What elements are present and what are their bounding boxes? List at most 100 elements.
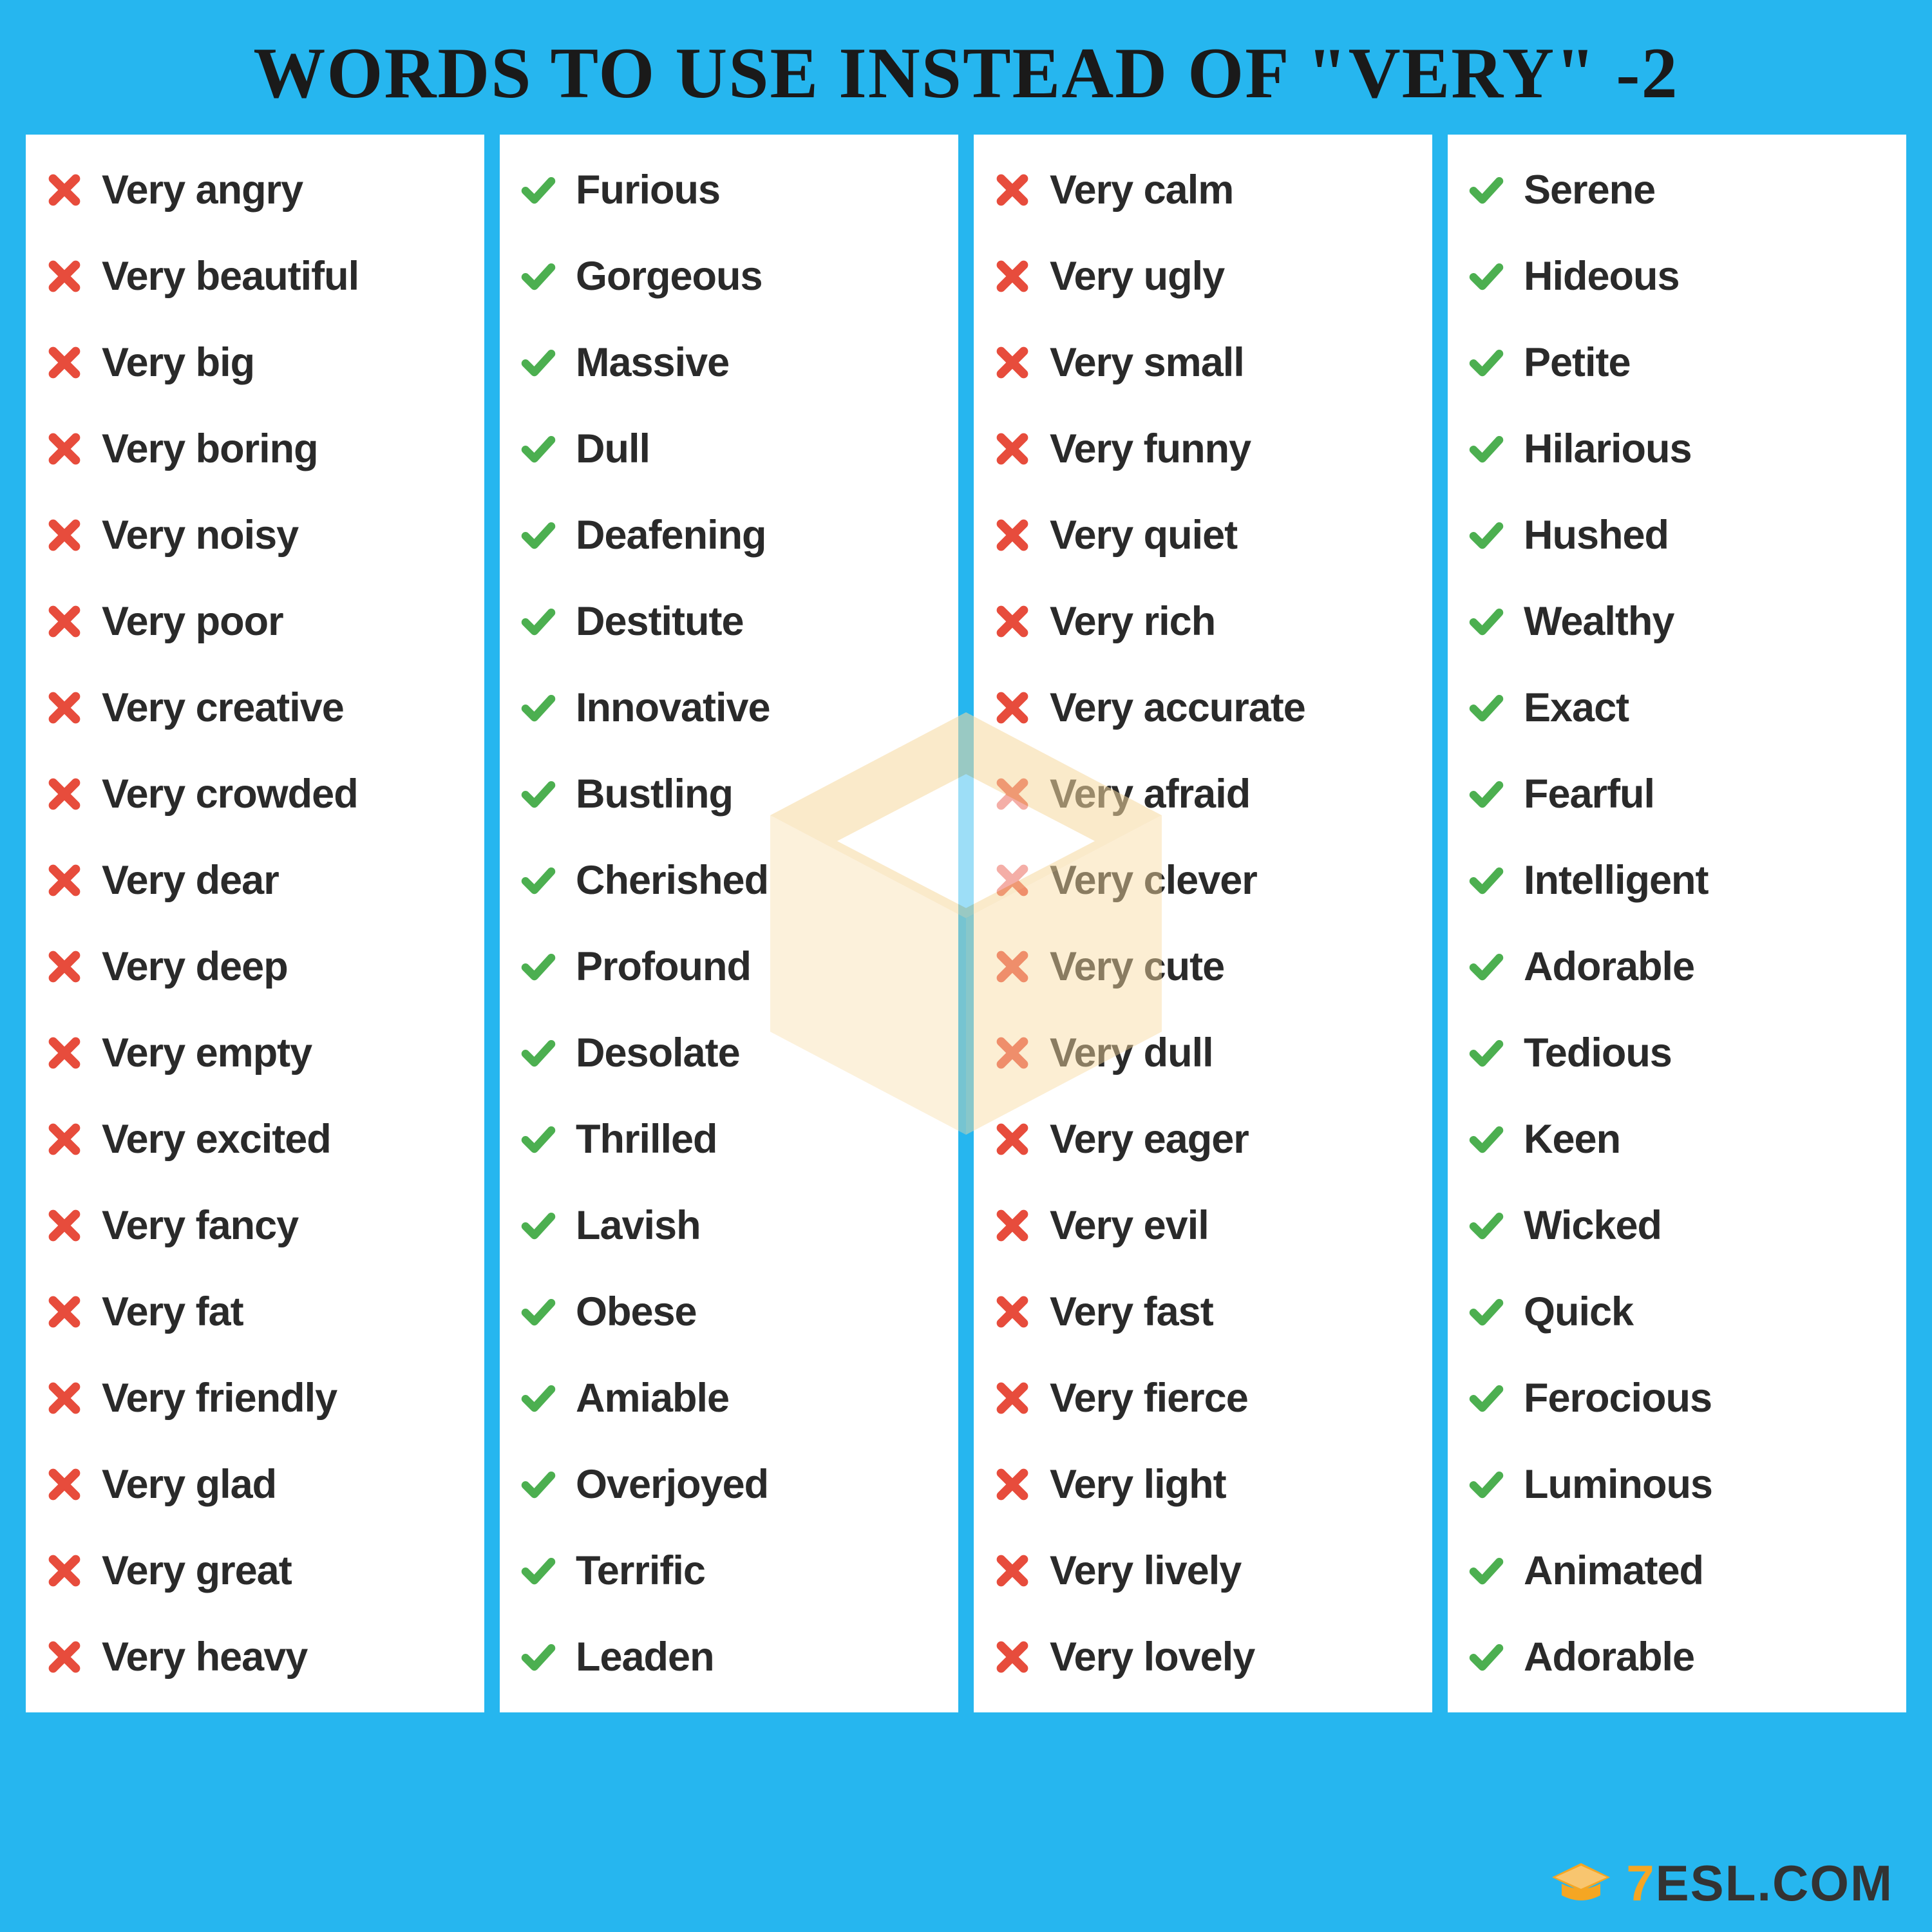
check-icon bbox=[1467, 1551, 1506, 1590]
word-label: Hilarious bbox=[1524, 426, 1692, 472]
word-label: Very small bbox=[1050, 339, 1244, 386]
list-item: Very lively bbox=[993, 1548, 1413, 1594]
word-label: Very noisy bbox=[102, 512, 298, 558]
check-icon bbox=[1467, 688, 1506, 727]
list-item: Very quiet bbox=[993, 512, 1413, 558]
graduation-cap-icon bbox=[1549, 1858, 1613, 1909]
list-item: Wicked bbox=[1467, 1202, 1887, 1249]
list-item: Very glad bbox=[45, 1461, 465, 1508]
check-icon bbox=[1467, 947, 1506, 986]
check-icon bbox=[519, 861, 558, 900]
list-item: Adorable bbox=[1467, 943, 1887, 990]
list-item: Very poor bbox=[45, 598, 465, 645]
word-label: Very lively bbox=[1050, 1548, 1241, 1594]
list-item: Very lovely bbox=[993, 1634, 1413, 1680]
word-label: Thrilled bbox=[576, 1116, 717, 1162]
word-label: Very deep bbox=[102, 943, 288, 990]
list-item: Lavish bbox=[519, 1202, 939, 1249]
word-label: Very angry bbox=[102, 167, 303, 213]
list-item: Leaden bbox=[519, 1634, 939, 1680]
list-item: Keen bbox=[1467, 1116, 1887, 1162]
list-item: Amiable bbox=[519, 1375, 939, 1421]
list-item: Very great bbox=[45, 1548, 465, 1594]
word-label: Gorgeous bbox=[576, 253, 762, 299]
cross-icon bbox=[45, 171, 84, 209]
word-label: Very great bbox=[102, 1548, 292, 1594]
list-item: Very boring bbox=[45, 426, 465, 472]
word-label: Very calm bbox=[1050, 167, 1233, 213]
cross-icon bbox=[993, 171, 1032, 209]
word-label: Very fancy bbox=[102, 1202, 298, 1249]
list-item: Very fat bbox=[45, 1289, 465, 1335]
list-item: Dull bbox=[519, 426, 939, 472]
list-item: Intelligent bbox=[1467, 857, 1887, 904]
list-item: Exact bbox=[1467, 685, 1887, 731]
list-item: Tedious bbox=[1467, 1030, 1887, 1076]
cross-icon bbox=[993, 343, 1032, 382]
cross-icon bbox=[45, 257, 84, 296]
list-item: Ferocious bbox=[1467, 1375, 1887, 1421]
word-label: Luminous bbox=[1524, 1461, 1712, 1508]
list-item: Very beautiful bbox=[45, 253, 465, 299]
word-label: Ferocious bbox=[1524, 1375, 1712, 1421]
list-item: Very ugly bbox=[993, 253, 1413, 299]
word-label: Hushed bbox=[1524, 512, 1669, 558]
page-title: WORDS TO USE INSTEAD OF "VERY" -2 bbox=[19, 32, 1913, 115]
list-item: Very calm bbox=[993, 167, 1413, 213]
list-item: Deafening bbox=[519, 512, 939, 558]
cross-icon bbox=[45, 1465, 84, 1504]
list-item: Gorgeous bbox=[519, 253, 939, 299]
watermark-cube-icon bbox=[708, 666, 1224, 1181]
list-item: Very noisy bbox=[45, 512, 465, 558]
list-item: Very fierce bbox=[993, 1375, 1413, 1421]
word-label: Intelligent bbox=[1524, 857, 1709, 904]
cross-icon bbox=[45, 1034, 84, 1072]
word-label: Very fast bbox=[1050, 1289, 1213, 1335]
word-label: Very creative bbox=[102, 685, 344, 731]
word-label: Quick bbox=[1524, 1289, 1633, 1335]
word-label: Very evil bbox=[1050, 1202, 1209, 1249]
list-item: Very funny bbox=[993, 426, 1413, 472]
word-label: Very excited bbox=[102, 1116, 331, 1162]
check-icon bbox=[1467, 1120, 1506, 1159]
footer-brand-text: ESL.COM bbox=[1656, 1855, 1893, 1911]
word-label: Adorable bbox=[1524, 943, 1694, 990]
cross-icon bbox=[993, 516, 1032, 554]
list-item: Luminous bbox=[1467, 1461, 1887, 1508]
list-item: Hideous bbox=[1467, 253, 1887, 299]
check-icon bbox=[1467, 1638, 1506, 1676]
list-item: Obese bbox=[519, 1289, 939, 1335]
list-item: Petite bbox=[1467, 339, 1887, 386]
word-label: Obese bbox=[576, 1289, 697, 1335]
check-icon bbox=[1467, 1206, 1506, 1245]
word-label: Serene bbox=[1524, 167, 1655, 213]
list-item: Very evil bbox=[993, 1202, 1413, 1249]
list-item: Very crowded bbox=[45, 771, 465, 817]
word-label: Very ugly bbox=[1050, 253, 1224, 299]
check-icon bbox=[519, 1206, 558, 1245]
check-icon bbox=[1467, 343, 1506, 382]
list-item: Terrific bbox=[519, 1548, 939, 1594]
word-label: Exact bbox=[1524, 685, 1629, 731]
cross-icon bbox=[45, 602, 84, 641]
word-label: Very fat bbox=[102, 1289, 243, 1335]
check-icon bbox=[1467, 1379, 1506, 1417]
list-item: Hushed bbox=[1467, 512, 1887, 558]
word-label: Keen bbox=[1524, 1116, 1620, 1162]
check-icon bbox=[519, 257, 558, 296]
check-icon bbox=[519, 1034, 558, 1072]
list-item: Very empty bbox=[45, 1030, 465, 1076]
word-label: Leaden bbox=[576, 1634, 714, 1680]
check-icon bbox=[519, 1551, 558, 1590]
cross-icon bbox=[45, 430, 84, 468]
cross-icon bbox=[993, 1379, 1032, 1417]
list-item: Destitute bbox=[519, 598, 939, 645]
word-label: Very empty bbox=[102, 1030, 312, 1076]
word-label: Very rich bbox=[1050, 598, 1215, 645]
cross-icon bbox=[993, 602, 1032, 641]
list-item: Very big bbox=[45, 339, 465, 386]
list-item: Very fancy bbox=[45, 1202, 465, 1249]
word-label: Terrific bbox=[576, 1548, 705, 1594]
list-item: Massive bbox=[519, 339, 939, 386]
column-1: Very angry Very beautiful Very big Very bor… bbox=[26, 135, 484, 1712]
